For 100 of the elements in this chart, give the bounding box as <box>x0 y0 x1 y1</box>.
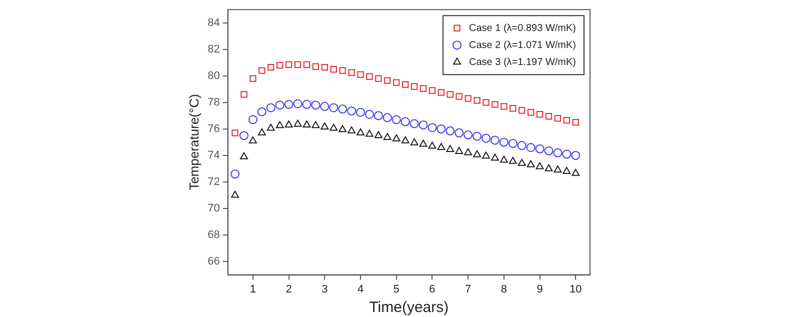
point <box>312 63 320 70</box>
point <box>402 81 409 88</box>
point <box>528 109 534 116</box>
point <box>392 134 400 142</box>
point <box>347 106 356 116</box>
point <box>526 143 536 152</box>
x-tick-label: 5 <box>393 283 400 296</box>
point <box>257 107 266 116</box>
y-tick-label: 76 <box>208 122 220 135</box>
point <box>384 77 391 84</box>
x-tick-label: 6 <box>429 283 436 296</box>
point <box>320 102 330 111</box>
point <box>518 158 526 166</box>
point <box>464 95 472 102</box>
point <box>374 131 382 138</box>
point <box>553 148 562 158</box>
point <box>366 130 374 137</box>
point <box>338 125 347 132</box>
x-tick-label: 7 <box>465 283 472 296</box>
point <box>285 61 292 68</box>
point <box>266 103 276 112</box>
point <box>356 128 364 136</box>
point <box>393 79 400 86</box>
point <box>437 143 446 150</box>
point <box>330 124 338 131</box>
point <box>311 100 320 110</box>
point <box>258 67 266 74</box>
y-tick-label: 74 <box>208 149 220 162</box>
point <box>572 168 580 176</box>
point <box>563 116 570 124</box>
y-axis-title: Temperature(°C) <box>186 94 202 190</box>
point <box>545 113 552 120</box>
point <box>258 128 266 136</box>
legend-label: Case 2 (λ=1.071 W/mK) <box>469 40 576 51</box>
y-tick-label: 84 <box>208 16 220 29</box>
point <box>240 152 248 160</box>
point <box>294 61 302 68</box>
point <box>554 115 562 122</box>
point <box>572 118 579 126</box>
point <box>446 144 454 152</box>
point <box>535 144 544 154</box>
y-tick-label: 66 <box>208 256 220 268</box>
point <box>562 150 572 159</box>
point <box>366 73 373 80</box>
y-tick-label: 70 <box>208 202 220 215</box>
point <box>276 121 284 128</box>
point <box>456 93 462 100</box>
point <box>420 85 427 92</box>
point <box>474 97 480 104</box>
point <box>436 124 446 134</box>
point <box>266 124 275 131</box>
point <box>321 64 328 71</box>
point <box>302 100 312 109</box>
point <box>357 71 364 78</box>
y-tick-label: 80 <box>208 70 220 82</box>
point <box>472 132 482 141</box>
legend-label: Case 1 (λ=0.893 W/mK) <box>469 22 576 34</box>
point <box>510 105 516 112</box>
point <box>508 139 518 148</box>
point <box>400 117 410 126</box>
point <box>464 148 472 156</box>
point <box>375 75 382 82</box>
point <box>248 115 258 124</box>
point <box>374 111 383 120</box>
point <box>240 91 248 98</box>
point <box>455 146 464 154</box>
point <box>383 133 392 140</box>
point <box>232 130 238 136</box>
point <box>500 156 508 163</box>
point <box>454 128 464 138</box>
point <box>330 66 337 73</box>
point <box>293 99 302 108</box>
point <box>284 120 293 128</box>
point <box>446 91 454 98</box>
point <box>554 166 562 173</box>
point <box>428 123 437 132</box>
point <box>482 134 491 143</box>
point <box>544 164 553 172</box>
legend-label: Case 3 (λ=1.197 W/mK) <box>469 56 576 68</box>
point <box>268 64 274 71</box>
point <box>517 141 526 150</box>
point <box>438 89 445 96</box>
x-tick-label: 10 <box>570 283 582 296</box>
point <box>382 113 392 122</box>
point <box>473 150 482 158</box>
point <box>482 152 490 159</box>
point <box>490 136 500 145</box>
point <box>492 101 498 108</box>
x-tick-label: 2 <box>286 283 292 296</box>
y-tick-label: 82 <box>208 43 220 56</box>
point <box>239 131 248 140</box>
point <box>356 108 366 117</box>
point <box>275 100 284 110</box>
point <box>500 103 508 110</box>
point <box>410 119 419 128</box>
y-tick-label: 72 <box>208 176 220 188</box>
x-tick-label: 9 <box>536 283 543 296</box>
point <box>571 150 580 160</box>
point <box>284 100 294 109</box>
x-tick-label: 1 <box>250 283 256 296</box>
